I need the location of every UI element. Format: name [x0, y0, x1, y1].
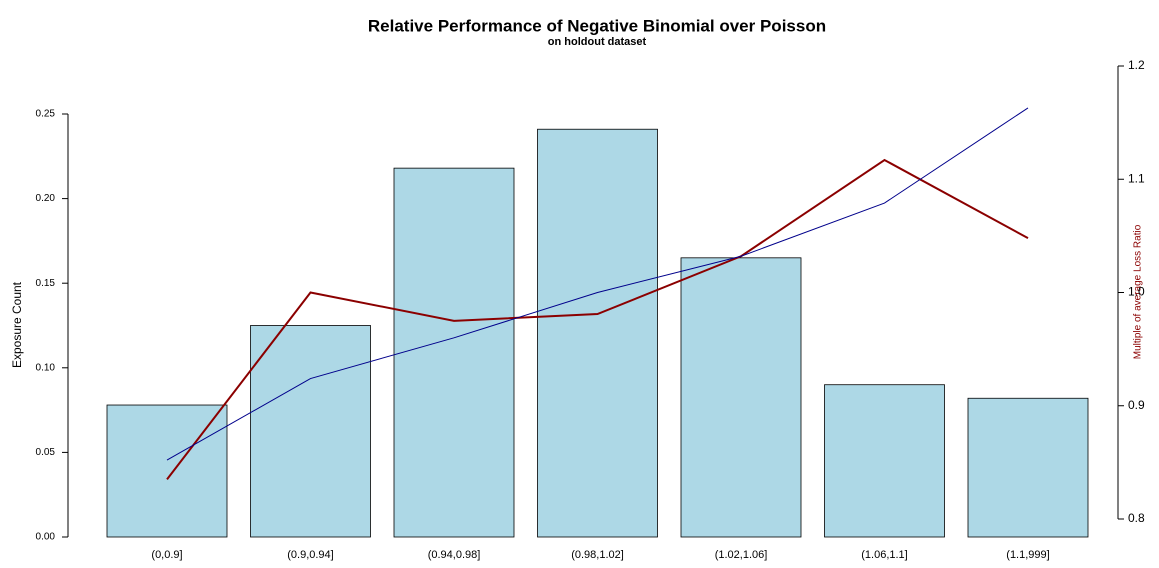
- bar: [250, 325, 371, 538]
- line-series: [166, 158, 1029, 480]
- bar: [680, 257, 802, 538]
- y2-tick-label: 1.0: [1128, 285, 1145, 299]
- bar: [393, 167, 515, 538]
- bar: [967, 397, 1089, 538]
- y2-tick-label: 0.8: [1128, 511, 1145, 525]
- x-tick-label: (1.1,999]: [1006, 549, 1049, 561]
- x-tick-label: (0.94,0.98]: [428, 549, 481, 561]
- x-tick-label: (0,0.9]: [151, 549, 182, 561]
- y2-axis-label: Multiple of average Loss Ratio: [1133, 224, 1144, 359]
- x-tick-label: (0.98,1.02]: [571, 549, 624, 561]
- bar: [824, 384, 945, 538]
- y-tick-label: 0.20: [36, 193, 56, 204]
- bar: [537, 128, 658, 538]
- x-tick-label: (1.02,1.06]: [715, 549, 768, 561]
- y2-tick-label: 1.2: [1128, 58, 1145, 72]
- y-tick-label: 0.10: [36, 362, 56, 373]
- y-tick-label: 0.15: [36, 278, 56, 289]
- y2-tick-label: 0.9: [1128, 398, 1145, 412]
- y-axis-label: Exposure Count: [10, 281, 24, 368]
- x-tick-label: (1.06,1.1]: [861, 549, 907, 561]
- y-tick-label: 0.25: [36, 109, 56, 120]
- y2-tick-label: 1.1: [1128, 171, 1145, 185]
- line-series: [166, 107, 1029, 461]
- chart-title: Relative Performance of Negative Binomia…: [368, 16, 826, 35]
- y-tick-label: 0.05: [36, 447, 56, 458]
- chart-subtitle: on holdout dataset: [548, 36, 647, 48]
- y-tick-label: 0.00: [36, 532, 56, 543]
- x-tick-label: (0.9,0.94]: [287, 549, 333, 561]
